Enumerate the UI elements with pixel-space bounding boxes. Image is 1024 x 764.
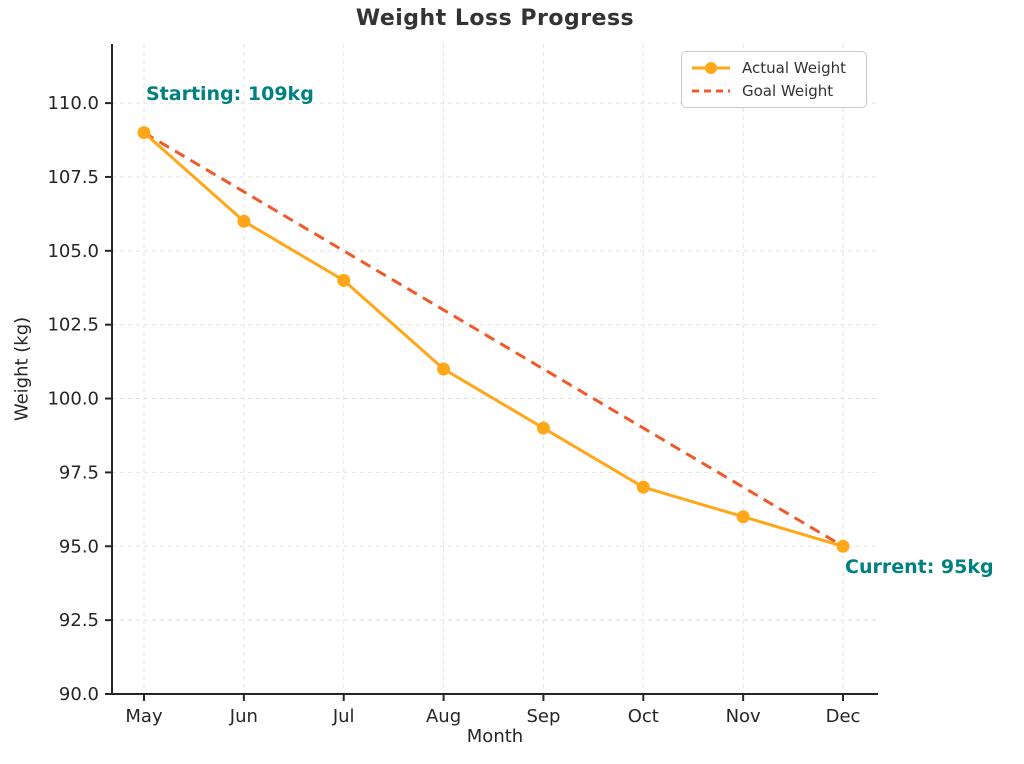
legend-swatch-marker <box>705 62 717 74</box>
legend-item-goal-weight: Goal Weight <box>690 82 856 100</box>
x-tick-label: Sep <box>526 706 560 727</box>
x-tick-label: Jul <box>332 706 355 727</box>
legend-label-goal-weight: Goal Weight <box>742 82 834 100</box>
x-tick-label: Nov <box>726 706 761 727</box>
x-tick-label: Oct <box>628 706 659 727</box>
actual-weight-data-point <box>337 273 351 287</box>
y-tick-label: 102.5 <box>47 315 99 336</box>
actual-weight-line-swatch-icon <box>692 62 730 74</box>
annotation-current-weight: Current: 95kg <box>845 556 994 578</box>
actual-weight-data-point <box>137 126 151 140</box>
legend-item-actual-weight: Actual Weight <box>690 59 856 77</box>
x-tick-label: Jun <box>229 706 258 727</box>
y-tick-label: 97.5 <box>59 462 99 483</box>
chart-title: Weight Loss Progress <box>355 6 635 31</box>
goal-weight-line <box>143 131 844 548</box>
y-tick-label: 110.0 <box>47 93 99 114</box>
y-tick-label: 95.0 <box>59 536 99 557</box>
x-axis-label: Month <box>466 726 524 747</box>
y-tick-label: 105.0 <box>47 241 99 262</box>
actual-weight-data-point <box>636 480 650 494</box>
actual-weight-data-point <box>836 539 850 553</box>
legend-label-actual-weight: Actual Weight <box>742 59 847 77</box>
y-tick-label: 92.5 <box>59 610 99 631</box>
actual-weight-data-point <box>437 362 451 376</box>
goal-weight-line-swatch-icon <box>692 89 730 93</box>
y-tick-label: 107.5 <box>47 167 99 188</box>
x-tick-label: Dec <box>826 706 861 727</box>
actual-weight-data-point <box>536 421 550 435</box>
y-axis-label: Weight (kg) <box>11 316 33 422</box>
x-tick-label: May <box>125 706 163 727</box>
x-tick-label: Aug <box>426 706 461 727</box>
y-tick-label: 90.0 <box>59 684 99 705</box>
actual-weight-data-point <box>736 510 750 524</box>
legend: Actual Weight Goal Weight <box>681 51 867 108</box>
y-tick-label: 100.0 <box>47 389 99 410</box>
actual-weight-data-point <box>237 214 251 228</box>
annotation-starting-weight: Starting: 109kg <box>146 83 314 105</box>
actual-weight-line <box>143 131 844 548</box>
